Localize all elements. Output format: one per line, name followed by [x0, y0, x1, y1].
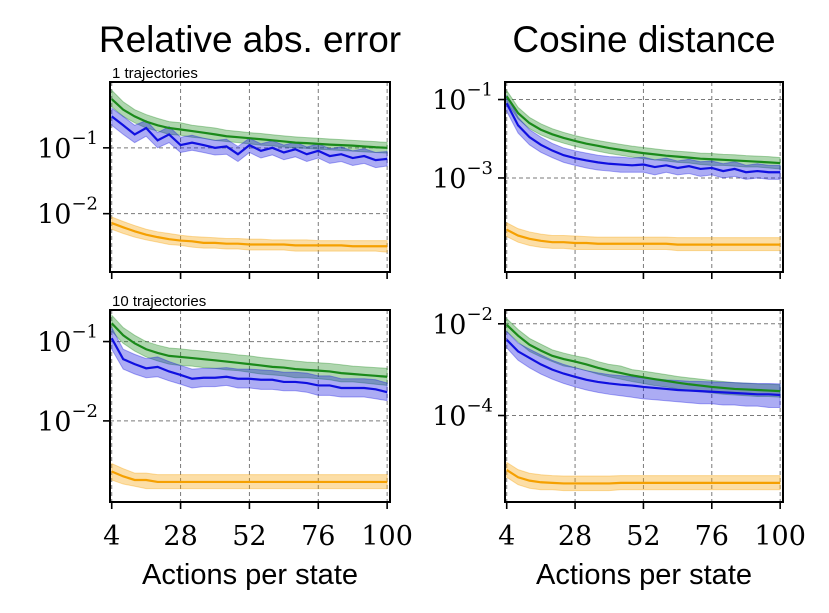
y-tick-label: 10−2	[37, 194, 98, 231]
series-line-blue	[505, 338, 781, 397]
series-line-green	[110, 98, 388, 149]
x-tick-label: 28	[558, 521, 592, 552]
plot-area	[505, 317, 781, 492]
x-tick-label: 52	[232, 521, 266, 552]
series-line-blue	[505, 102, 781, 174]
band-blue	[111, 107, 388, 169]
y-tick-label: 10−1	[432, 80, 493, 117]
x-tick-label: 52	[626, 521, 660, 552]
y-tick-label: 10−3	[432, 158, 493, 195]
band-blue	[111, 327, 388, 402]
series-line-green	[110, 322, 388, 378]
band-orange	[111, 216, 388, 253]
series-line-green	[505, 324, 781, 393]
series-line-green	[505, 95, 781, 165]
y-tick-label: 10−1	[37, 128, 98, 165]
x-tick-label: 4	[498, 521, 515, 552]
panel-annotation: 10 trajectories	[112, 293, 206, 310]
series-line-orange	[111, 470, 388, 484]
series-line-orange	[506, 228, 781, 246]
x-tick-label: 4	[103, 521, 120, 552]
plot-area	[110, 89, 388, 253]
band-green	[111, 313, 388, 386]
panel-title: Cosine distance	[512, 19, 775, 60]
x-tick-label: 100	[754, 521, 806, 552]
x-tick-label: 100	[361, 521, 413, 552]
panel-top-right: 10−1 10−3 Cosine distance	[432, 19, 784, 279]
series-line-orange	[506, 469, 781, 485]
panel-bottom-right: 4 28 52 76 100 10−2 10−4 Actions per state	[432, 304, 806, 591]
panel-bottom-left: 4 28 52 76 100 10−1 10−2 10 trajectories Actions…	[37, 293, 413, 591]
y-tick-label: 10−4	[432, 396, 493, 433]
y-tick-label: 10−2	[432, 304, 493, 341]
band-blue	[506, 330, 781, 408]
series-line-blue	[111, 115, 388, 162]
panel-title: Relative abs. error	[99, 19, 401, 60]
x-tick-label: 28	[163, 521, 197, 552]
plot-area	[505, 88, 781, 252]
y-tick-label: 10−1	[37, 322, 98, 359]
y-tick-label: 10−2	[37, 401, 98, 438]
axes-frame	[109, 309, 391, 503]
band-orange	[506, 221, 781, 252]
panel-top-left: 10−1 10−2 Relative abs. error 1 trajectorie…	[37, 19, 401, 279]
x-tick-label: 76	[695, 521, 729, 552]
x-axis-label: Actions per state	[142, 559, 358, 591]
x-axis-label: Actions per state	[536, 559, 752, 591]
series-line-orange	[111, 222, 388, 248]
x-tick-label: 76	[301, 521, 335, 552]
plot-area	[110, 313, 388, 490]
series-line-blue	[110, 337, 388, 394]
panel-annotation: 1 trajectories	[112, 65, 198, 82]
